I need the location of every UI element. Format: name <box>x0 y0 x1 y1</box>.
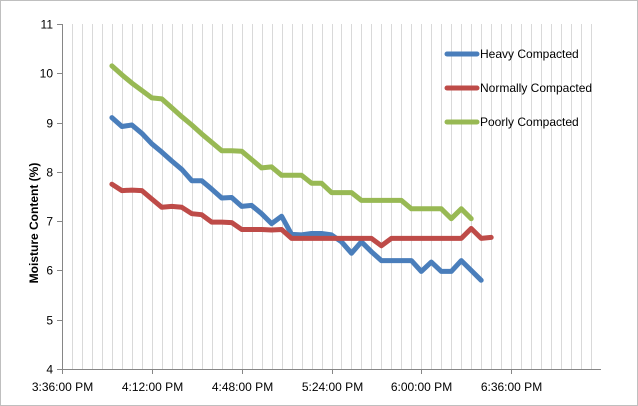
x-tick-label: 4:48:00 PM <box>212 380 273 394</box>
legend-label-heavy-compacted: Heavy Compacted <box>480 47 579 61</box>
y-tick-label: 9 <box>46 117 53 131</box>
y-tick-label: 8 <box>46 166 53 180</box>
x-tick-labels: 3:36:00 PM 4:12:00 PM 4:48:00 PM 5:24:00 PM… <box>32 380 542 394</box>
y-tick-label: 5 <box>46 314 53 328</box>
series-line-poorly-compacted <box>109 63 474 222</box>
y-tick-label: 11 <box>41 18 54 32</box>
axes <box>57 24 601 374</box>
x-tick-label: 4:12:00 PM <box>122 380 183 394</box>
y-tick-label: 10 <box>40 67 54 81</box>
legend-label-poorly-compacted: Poorly Compacted <box>480 115 579 129</box>
x-tick-label: 5:24:00 PM <box>302 380 363 394</box>
series-lines <box>109 63 494 283</box>
x-tick-label: 6:00:00 PM <box>391 380 452 394</box>
series-line-heavy-compacted <box>109 115 484 283</box>
vertical-gridlines <box>72 24 592 369</box>
legend-label-normally-compacted: Normally Compacted <box>480 81 592 95</box>
legend: Heavy Compacted Normally Compacted Poorly … <box>444 47 592 129</box>
series-line-normally-compacted <box>109 181 494 249</box>
y-tick-label: 7 <box>46 215 53 229</box>
y-axis-title: Moisture Content (%) <box>27 163 41 284</box>
x-tick-label: 3:36:00 PM <box>32 380 93 394</box>
y-tick-labels: 4 5 6 7 8 9 10 11 <box>40 18 54 377</box>
y-tick-label: 4 <box>46 363 53 377</box>
y-tick-label: 6 <box>46 264 53 278</box>
x-tick-label: 6:36:00 PM <box>481 380 542 394</box>
